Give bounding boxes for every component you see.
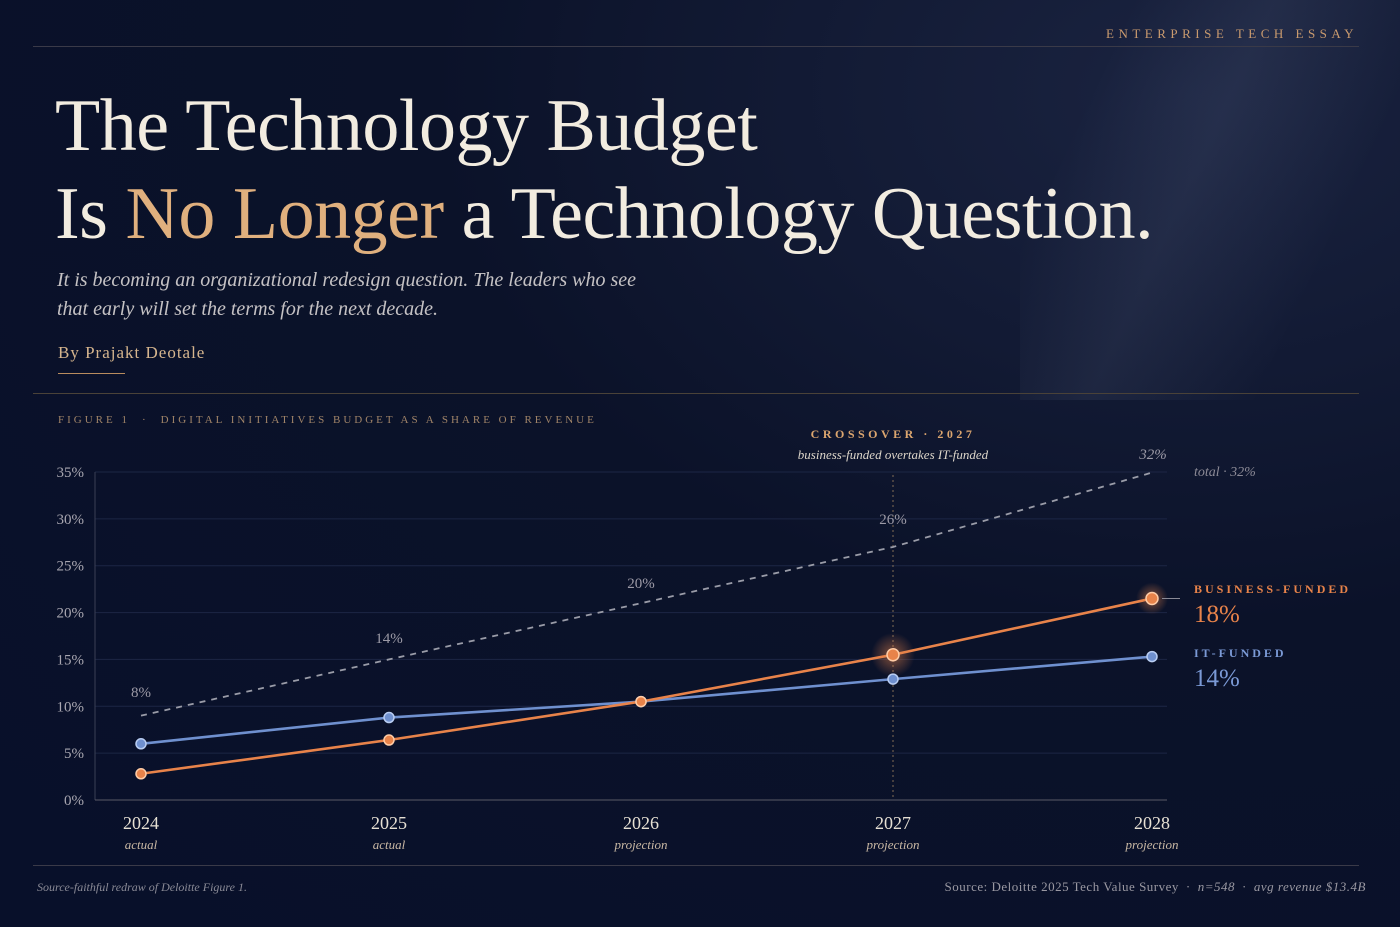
- data-point-it: [887, 673, 899, 685]
- data-point-it: [383, 711, 395, 724]
- data-point-it: [1146, 650, 1158, 663]
- figure-title: DIGITAL INITIATIVES BUDGET AS A SHARE OF…: [160, 414, 597, 426]
- total-point-label: 26%: [879, 512, 907, 528]
- eyebrow-label: ENTERPRISE TECH ESSAY: [1106, 26, 1358, 41]
- y-tick-label: 15%: [57, 652, 85, 668]
- headline: The Technology Budget Is No Longer a Tec…: [55, 82, 1154, 258]
- footer-dot: ·: [1242, 879, 1247, 894]
- y-tick-label: 25%: [57, 559, 85, 575]
- dek-line-2: that early will set the terms for the ne…: [57, 298, 439, 320]
- data-point-business: [135, 768, 147, 780]
- series-line-business: [140, 597, 1153, 776]
- y-tick-label: 30%: [57, 512, 85, 528]
- headline-line-2-pre: Is: [55, 173, 126, 255]
- crossover-title: CROSSOVER · 2027: [811, 427, 976, 441]
- avg-revenue: avg revenue $13.4B: [1253, 879, 1366, 894]
- dek: It is becoming an organizational redesig…: [57, 266, 777, 324]
- section-rule: [33, 393, 1359, 394]
- legend-it-value: 14%: [1194, 665, 1240, 692]
- y-tick-label: 20%: [57, 606, 85, 622]
- headline-accent: No Longer: [125, 173, 444, 255]
- x-tick-sublabel: actual: [125, 837, 158, 852]
- data-point-it: [135, 738, 147, 750]
- footer-rule: [33, 865, 1359, 866]
- series-line-total: [140, 471, 1155, 717]
- total-end-label: total · 32%: [1194, 465, 1256, 480]
- data-point-business: [886, 647, 900, 662]
- data-point-business: [383, 734, 395, 746]
- crossover-subtitle: business-funded overtakes IT-funded: [798, 447, 989, 462]
- x-tick-label: 2025: [371, 813, 407, 833]
- data-point-business: [635, 695, 647, 708]
- x-tick-label: 2026: [623, 813, 659, 833]
- byline-underline: [58, 373, 125, 374]
- total-point-label: 8%: [131, 685, 151, 701]
- y-tick-label: 35%: [57, 465, 85, 481]
- top-rule: [33, 46, 1359, 47]
- x-tick-label: 2024: [123, 813, 159, 833]
- legend-business-value: 18%: [1194, 601, 1240, 628]
- footer-dot: ·: [1185, 879, 1191, 894]
- dek-line-1: It is becoming an organizational redesig…: [57, 269, 637, 291]
- y-tick-label: 0%: [64, 793, 84, 809]
- headline-line-2-post: a Technology Question.: [443, 173, 1154, 255]
- x-tick-sublabel: projection: [866, 837, 920, 852]
- x-tick-sublabel: projection: [1125, 837, 1179, 852]
- legend-it-label: IT-FUNDED: [1194, 646, 1287, 660]
- y-tick-label: 5%: [64, 746, 84, 762]
- figure-separator: ·: [141, 414, 149, 426]
- legend-business-label: BUSINESS-FUNDED: [1194, 582, 1351, 596]
- source-text: Source: Deloitte 2025 Tech Value Survey: [944, 879, 1179, 894]
- footer-note: Source-faithful redraw of Deloitte Figur…: [37, 880, 247, 894]
- x-tick-label: 2028: [1134, 813, 1170, 833]
- figure-label: FIGURE 1 · DIGITAL INITIATIVES BUDGET AS A…: [58, 414, 597, 426]
- data-point-business: [1145, 591, 1159, 606]
- total-point-label: 20%: [627, 576, 655, 592]
- byline: By Prajakt Deotale: [58, 343, 206, 362]
- x-tick-sublabel: actual: [373, 837, 406, 852]
- x-tick-sublabel: projection: [614, 837, 668, 852]
- x-tick-label: 2027: [875, 813, 911, 833]
- headline-line-1: The Technology Budget: [55, 85, 758, 167]
- figure-number: FIGURE 1: [58, 414, 130, 426]
- y-tick-label: 10%: [57, 699, 85, 715]
- total-point-label: 32%: [1138, 447, 1167, 463]
- total-point-label: 14%: [375, 631, 403, 647]
- footer-source: Source: Deloitte 2025 Tech Value Survey ·…: [945, 879, 1366, 895]
- sample-size: n=548: [1197, 879, 1236, 894]
